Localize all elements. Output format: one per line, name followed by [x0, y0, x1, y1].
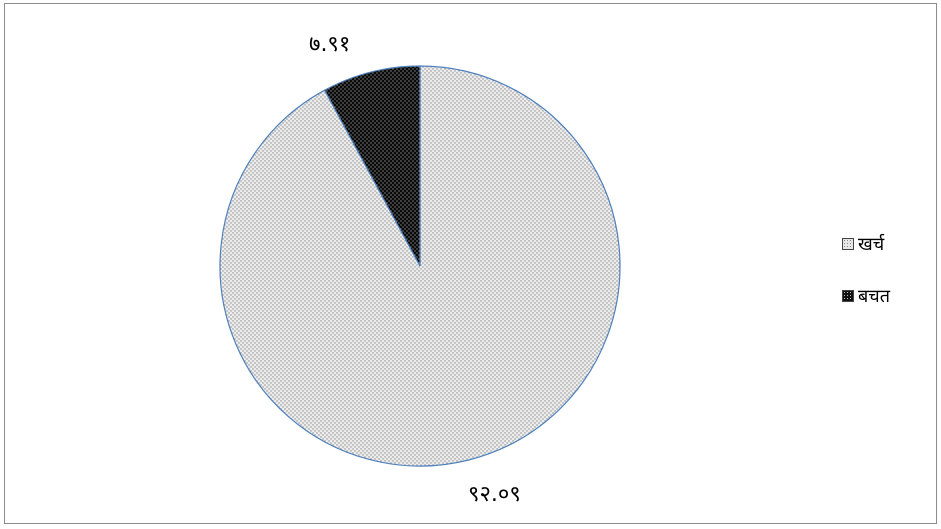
data-label-kharcha: ९२.०९ — [468, 482, 521, 507]
legend-swatch-bachat — [842, 290, 854, 302]
legend-item-bachat: बचत — [842, 282, 890, 310]
data-label-bachat: ७.९१ — [309, 32, 351, 57]
pie-slice-bachat — [323, 65, 421, 267]
legend-item-kharcha: खर्च — [842, 230, 890, 258]
legend-swatch-kharcha — [842, 238, 854, 250]
legend: खर्च बचत — [842, 230, 890, 334]
legend-label-kharcha: खर्च — [858, 234, 885, 255]
legend-label-bachat: बचत — [858, 286, 890, 307]
